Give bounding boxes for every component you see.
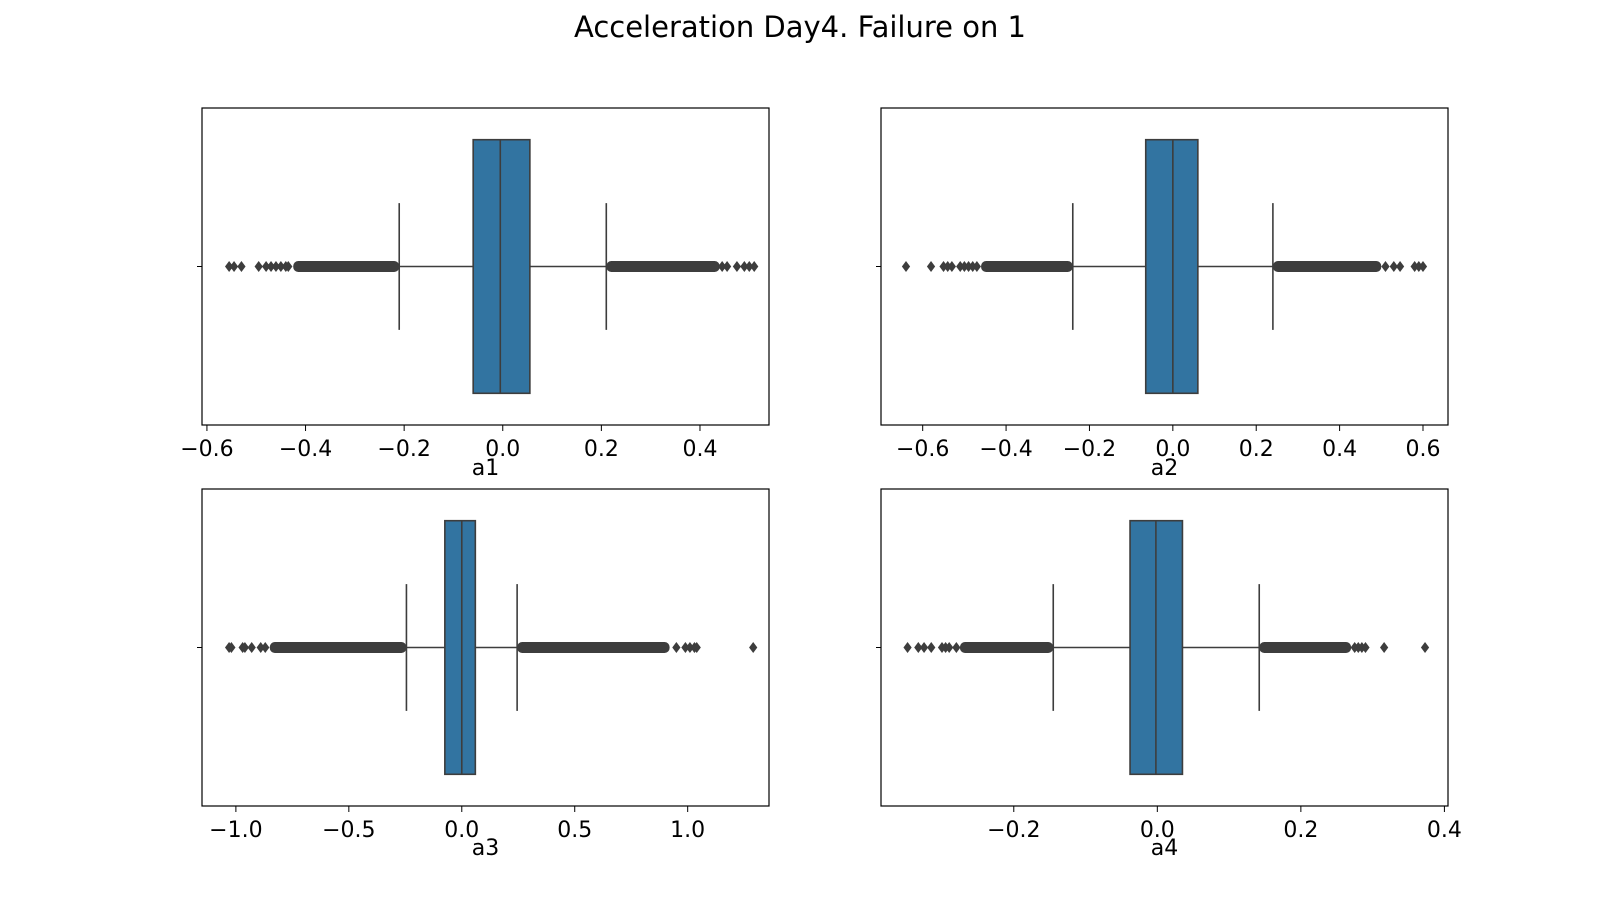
x-axis-label: a3 [472,836,499,861]
outlier-point [1379,642,1389,653]
subplot-a1: −0.6 −0.4 −0.2 0.0 0.2 0.4 a1 [180,107,770,481]
outlier-point [1395,261,1405,272]
figure-title: Acceleration Day4. Failure on 1 [574,10,1026,44]
outlier-point [745,261,754,272]
outlier-point [956,261,965,272]
x-tick-label: 0.2 [584,437,619,462]
outlier-point [224,261,234,272]
outlier-point [914,642,923,653]
x-tick-label: 0.0 [485,437,520,462]
outlier-point [1414,261,1423,272]
x-tick-label: 0.2 [1283,818,1318,843]
x-tick-label: 0.2 [1239,437,1274,462]
x-tick-label: −0.2 [987,818,1040,843]
x-tick-label: −0.2 [1063,437,1116,462]
outlier-point [229,261,239,272]
x-tick-label: −1.0 [209,818,262,843]
x-tick-label: 0.4 [682,437,717,462]
outlier-band-high [517,642,670,653]
x-axis-label: a2 [1151,456,1178,481]
outlier-point [943,261,952,272]
outlier-point [247,642,256,653]
outlier-point [968,261,977,272]
outlier-point [1420,642,1430,653]
outlier-band-high [1259,642,1352,653]
outlier-point [919,642,929,653]
outlier-point [945,642,954,653]
outlier-point [960,261,969,272]
x-tick-label: −0.4 [979,437,1032,462]
x-tick-label: 0.6 [1405,437,1440,462]
outlier-point [952,642,961,653]
outlier-point [1418,261,1428,272]
outlier-point [903,642,912,653]
x-axis-label: a4 [1151,836,1178,861]
x-tick-label: 0.0 [444,818,479,843]
subplot-a3: −1.0 −0.5 0.0 0.5 1.0 a3 [197,488,770,861]
outlier-point [732,261,742,272]
outlier-point [718,261,727,272]
x-tick-label: 0.4 [1322,437,1357,462]
outlier-band-high [606,261,720,272]
outlier-point [939,261,948,272]
outlier-point [276,261,286,272]
outlier-point [261,261,271,272]
outlier-point [227,642,236,653]
x-tick-label: −0.4 [279,437,332,462]
outlier-point [266,261,276,272]
x-tick-label: 0.0 [1155,437,1190,462]
outlier-point [722,261,732,272]
x-tick-label: 1.0 [670,818,705,843]
outlier-point [901,261,911,272]
x-axis-label: a1 [472,456,499,481]
x-tick-label: 0.0 [1140,818,1175,843]
outlier-band-low [981,261,1073,272]
outlier-point [1361,642,1370,653]
subplot-a2: −0.6 −0.4 −0.2 0.0 0.2 0.4 0.6 a2 [876,107,1449,481]
outlier-point [254,261,263,272]
outlier-point [240,642,250,653]
outlier-point [261,642,270,653]
x-tick-label: 0.5 [557,818,592,843]
outlier-point [926,261,936,272]
outlier-point [672,642,681,653]
outlier-point [1389,261,1398,272]
outlier-point [964,261,973,272]
outlier-point [750,261,759,272]
iqr-box [1144,138,1199,395]
x-tick-label: 0.4 [1427,818,1462,843]
outlier-point [947,261,956,272]
iqr-box [472,138,531,395]
outlier-band-low [293,261,400,272]
x-tick-label: −0.2 [377,437,430,462]
outlier-point [271,261,281,272]
outlier-point [1381,261,1390,272]
x-tick-label: −0.6 [896,437,949,462]
outlier-point [927,642,936,653]
outlier-point [972,261,982,272]
outlier-point [256,642,265,653]
outlier-point [1410,261,1419,272]
outlier-point [237,261,246,272]
outlier-band-low [959,642,1054,653]
outlier-point [740,261,749,272]
x-tick-label: −0.5 [322,818,375,843]
x-tick-label: −0.6 [180,437,233,462]
outlier-point [685,642,695,653]
outlier-point [749,642,758,653]
outlier-point [284,261,293,272]
outlier-band-low [269,642,407,653]
subplot-a4: −0.2 0.0 0.2 0.4 a4 [876,488,1462,861]
outlier-band-high [1272,261,1382,272]
outlier-point [692,642,701,653]
iqr-box [444,519,477,776]
outlier-point [681,642,690,653]
